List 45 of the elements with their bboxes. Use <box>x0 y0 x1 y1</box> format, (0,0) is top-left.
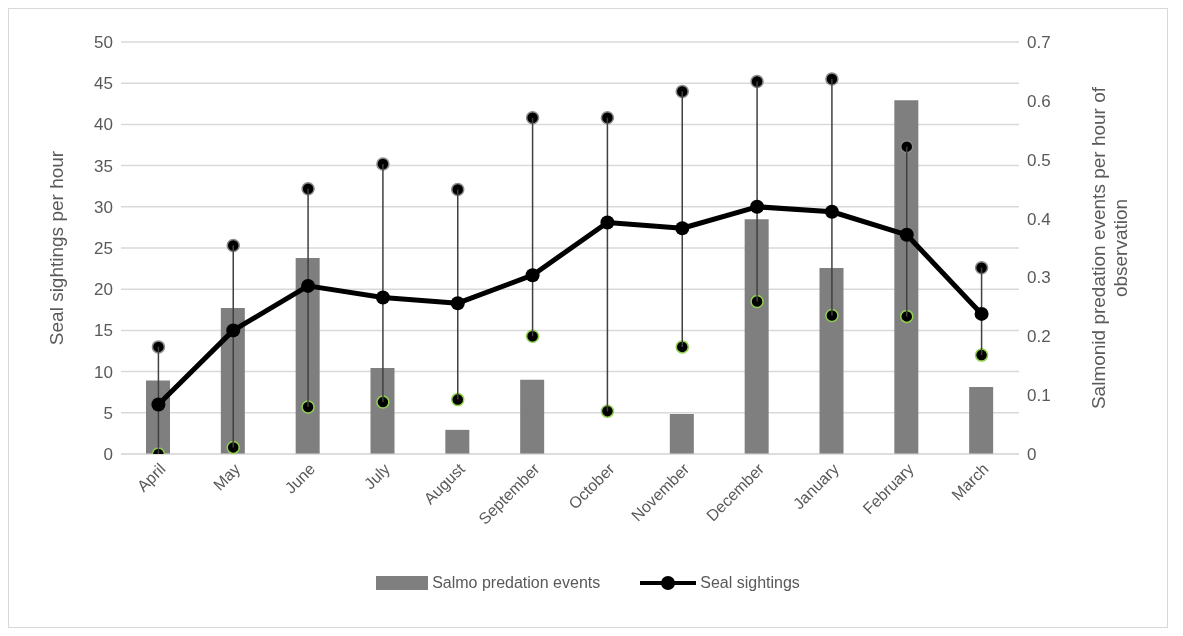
x-tick-label: July <box>360 460 394 493</box>
x-tick-label: May <box>210 460 244 494</box>
point <box>375 290 390 305</box>
point <box>151 397 166 412</box>
point <box>675 221 690 236</box>
point <box>974 306 989 321</box>
y2-tick-label: 0.2 <box>1027 327 1051 347</box>
y2-tick-label: 0.4 <box>1027 209 1051 229</box>
y-tick-label: 40 <box>94 115 113 135</box>
point <box>525 268 540 283</box>
y-tick-label: 30 <box>94 197 113 217</box>
y2-tick-label: 0.7 <box>1027 33 1051 53</box>
y-tick-label: 0 <box>103 445 113 465</box>
y2-tick-label: 0.1 <box>1027 386 1051 406</box>
point <box>301 278 316 293</box>
bar <box>744 219 769 454</box>
bar <box>819 268 844 454</box>
legend-label: Salmo predation events <box>432 574 601 592</box>
y-tick-label: 5 <box>103 403 113 423</box>
y-tick-label: 15 <box>94 321 113 341</box>
y2-tick-label: 0.5 <box>1027 150 1051 170</box>
y-tick-label: 35 <box>94 156 113 176</box>
y-tick-label: 10 <box>94 362 113 382</box>
legend-label: Seal sightings <box>700 574 800 592</box>
y2-tick-label: 0.3 <box>1027 268 1051 288</box>
point <box>824 204 839 219</box>
point <box>750 199 765 214</box>
y2-tick-label: 0 <box>1027 445 1037 465</box>
y-axis-title: Seal sightings per hour <box>46 150 67 346</box>
y-tick-label: 25 <box>94 239 113 259</box>
y-tick-label: 20 <box>94 280 113 300</box>
bar <box>445 429 470 454</box>
y-tick-label: 50 <box>94 33 113 53</box>
point <box>600 215 615 230</box>
bar <box>520 379 545 454</box>
bar <box>370 368 395 454</box>
y2-axis-title: Salmonid predation events per hour of observation <box>1088 86 1131 410</box>
point <box>450 296 465 311</box>
bar <box>669 413 694 454</box>
point <box>226 323 241 338</box>
point <box>899 227 914 242</box>
y2-tick-label: 0.6 <box>1027 91 1051 111</box>
y-tick-label: 45 <box>94 74 113 94</box>
bar <box>894 100 919 454</box>
bar <box>969 386 994 454</box>
